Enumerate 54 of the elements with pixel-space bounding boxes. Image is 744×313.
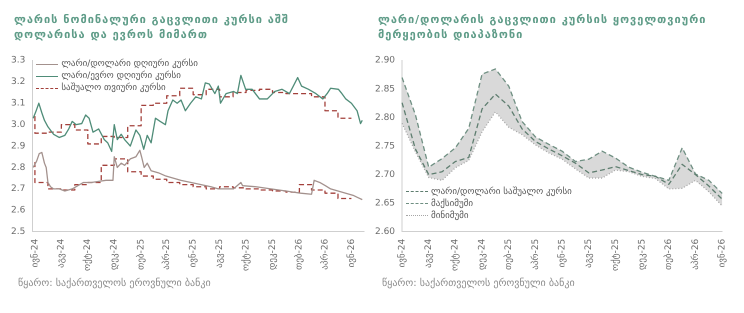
x-tick-label: ივნ-25 [188, 238, 199, 268]
y-tick-label: 2.70 [374, 170, 396, 180]
y-tick-label: 2.75 [374, 141, 396, 152]
x-tick-label: აგვ-25 [584, 238, 594, 268]
line-series [401, 93, 723, 200]
x-tick-label: ივნ-26 [716, 238, 728, 268]
y-tick-label: 3.0 [10, 120, 26, 130]
x-tick-label: ივნ-26 [346, 238, 357, 268]
x-tick-label: აპრ-26 [690, 238, 701, 270]
y-tick-label: 2.5 [10, 227, 26, 238]
x-tick-label: დეკ-25 [268, 238, 278, 270]
x-tick-label: თებ-25 [503, 238, 514, 270]
y-tick-label: 2.6 [10, 206, 26, 216]
x-tick-label: დეკ-24 [477, 238, 488, 270]
x-tick-label: აპრ-25 [161, 238, 172, 270]
x-tick-label: დეკ-24 [110, 238, 120, 270]
legend-label: საშუალო თვიური კურსი [61, 82, 166, 94]
y-tick-label: 2.65 [374, 198, 396, 209]
text: წყარო: საქართველოს ეროვნული ბანკი [382, 278, 576, 289]
legend-label: მინიმუმი [431, 210, 469, 222]
x-tick-label: აპრ-25 [530, 238, 541, 270]
x-tick-label: ივნ-25 [556, 238, 568, 268]
x-tick-label: ოქტ-24 [450, 238, 461, 272]
chart-title: ლარის ნომინალური გაცვლითი კურსი აშშ დოლარისა და ევროს მიმართ [14, 12, 290, 43]
x-tick-label: აპრ-26 [319, 238, 330, 270]
y-tick-label: 2.90 [374, 56, 396, 66]
y-tick-label: 2.7 [10, 184, 26, 194]
line-series [401, 111, 723, 207]
x-tick-label: ოქტ-25 [240, 238, 252, 272]
y-tick-label: 2.85 [374, 84, 396, 94]
x-tick-label: ივნ-24 [396, 238, 408, 268]
x-tick-label: ივნ-24 [29, 238, 40, 268]
y-tick-label: 2.80 [374, 112, 396, 123]
x-tick-label: ოქტ-25 [610, 238, 621, 272]
chart-title: ლარი/დოლარის გაცვლითი კურსის ყოველთვიური მერყეობის დიაპაზონი [378, 12, 708, 43]
x-tick-label: ოქტ-24 [82, 238, 94, 272]
y-tick-label: 2.60 [374, 227, 396, 238]
y-tick-label: 2.8 [10, 162, 26, 173]
x-tick-label: დეკ-25 [638, 238, 648, 270]
legend-label: ლარი/ევრო დღიური კურსი [61, 70, 181, 82]
legend-label: ლარი/დოლარი საშუალო კურსი [431, 186, 572, 198]
x-tick-label: თებ-26 [663, 238, 674, 270]
x-tick-label: თებ-25 [135, 238, 146, 270]
x-tick-label: აგვ-25 [214, 238, 225, 268]
x-tick-label: თებ-26 [294, 238, 305, 270]
x-tick-label: აგვ-24 [56, 238, 67, 268]
text: წყარო: საქართველოს ეროვნული ბანკი [18, 278, 212, 289]
y-tick-label: 3.1 [10, 98, 26, 109]
y-tick-label: 2.9 [10, 141, 26, 152]
x-tick-label: აგვ-24 [424, 238, 434, 268]
legend-label: ლარი/დოლარი დღიური კურსი [61, 58, 198, 70]
legend-label: მაქსიმუმი [431, 198, 474, 210]
y-tick-label: 3.3 [10, 56, 26, 66]
y-tick-label: 3.2 [10, 77, 26, 88]
